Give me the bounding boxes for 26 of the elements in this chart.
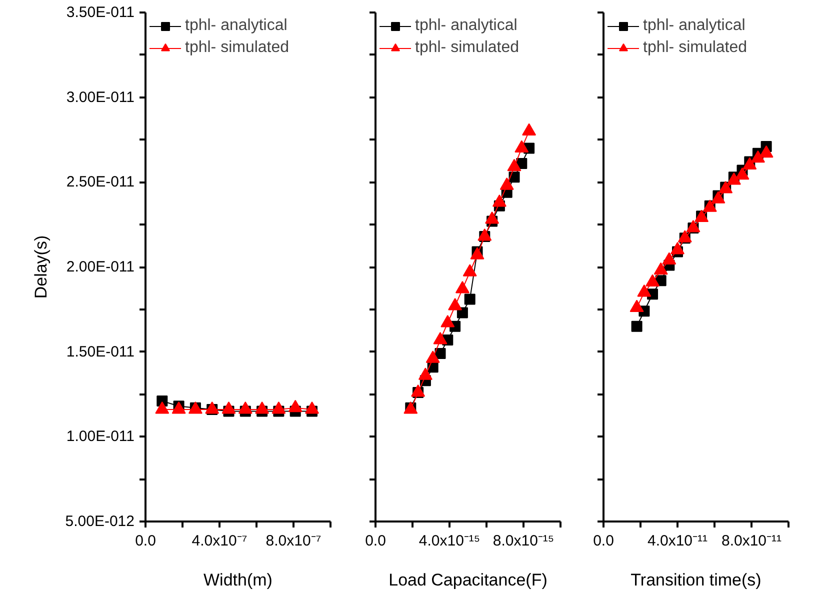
x-tick-label: 0.0 [135,532,156,550]
legend-label: tphl- simulated [185,39,290,57]
legend-label: tphl- analytical [415,17,518,35]
x-tick-label: 0.0 [593,532,614,550]
x-axis-title: Transition time(s) [630,570,762,590]
x-tick-label: 4.0x10⁻⁷ [192,532,248,550]
x-axis-title: Width(m) [204,570,272,590]
y-tick-label: 3.50E-011 [66,4,134,21]
x-axis-title: Load Capacitance(F) [388,570,548,590]
y-tick-label: 2.00E-011 [66,258,134,276]
x-tick-label: 4.0x10⁻¹¹ [647,532,708,550]
x-tick-label: 8.0x10⁻¹⁵ [492,532,554,550]
x-tick-label: 4.0x10⁻¹⁵ [418,532,480,550]
x-tick-label: 0.0 [365,532,386,550]
legend-label: tphl- analytical [643,17,746,35]
y-tick-label: 3.00E-011 [66,88,134,106]
y-tick-label: 1.50E-011 [66,343,134,360]
y-tick-label: 1.00E-011 [66,428,134,446]
legend-label: tphl- simulated [415,39,520,57]
y-tick-label: 5.00E-012 [65,513,135,530]
legend-label: tphl- simulated [643,39,748,57]
y-tick-label: 2.50E-011 [66,174,134,191]
x-tick-label: 8.0x10⁻¹¹ [721,532,782,550]
y-axis-title: Delay(s) [31,235,50,299]
legend-label: tphl- analytical [185,17,288,35]
x-tick-label: 8.0x10⁻⁷ [266,532,322,550]
